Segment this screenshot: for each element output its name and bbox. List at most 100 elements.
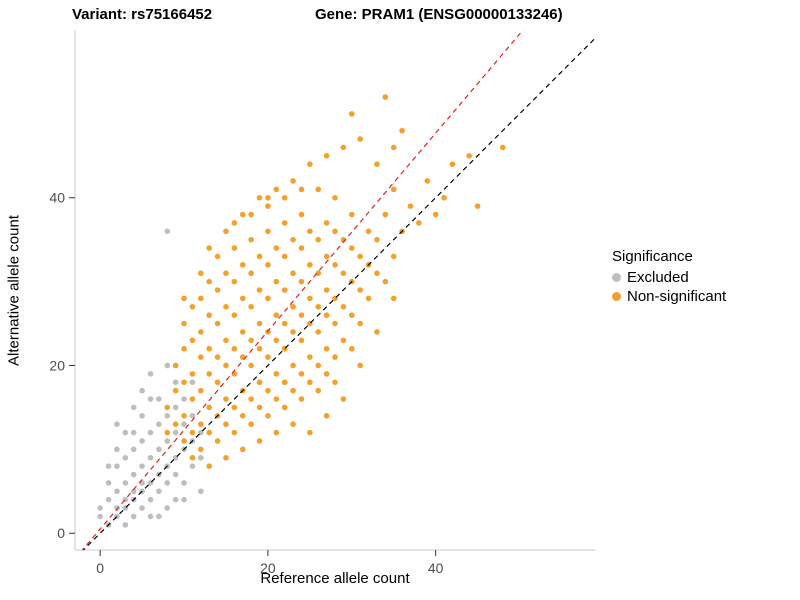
data-point[interactable] [164,505,171,511]
data-point[interactable] [290,329,296,335]
data-point[interactable] [298,186,305,193]
data-point[interactable] [382,278,389,285]
data-point[interactable] [323,371,330,377]
data-point[interactable] [382,94,389,100]
data-point[interactable] [281,194,288,201]
data-point[interactable] [323,253,330,260]
data-point[interactable] [256,438,263,444]
data-point[interactable] [156,488,162,495]
data-point[interactable] [256,379,263,386]
data-point[interactable] [273,371,280,377]
data-point[interactable] [332,379,338,386]
data-point[interactable] [231,220,238,226]
data-point[interactable] [332,354,338,360]
legend-item[interactable]: Excluded [612,269,726,286]
data-point[interactable] [281,404,288,411]
data-point[interactable] [122,480,129,486]
data-point[interactable] [281,379,288,386]
data-point[interactable] [114,421,120,427]
data-point[interactable] [214,379,221,386]
data-point[interactable] [307,379,313,386]
data-point[interactable] [139,438,145,444]
data-point[interactable] [248,421,254,427]
data-point[interactable] [390,295,397,302]
data-point[interactable] [198,454,204,461]
data-point[interactable] [97,513,103,520]
data-point[interactable] [231,371,238,377]
data-point[interactable] [298,245,305,251]
data-point[interactable] [206,429,212,436]
data-point[interactable] [214,438,221,444]
data-point[interactable] [172,379,179,386]
data-point[interactable] [357,320,363,327]
data-point[interactable] [189,463,196,469]
data-point[interactable] [189,396,196,402]
data-point[interactable] [130,429,137,436]
legend-item[interactable]: Non-significant [612,288,726,305]
data-point[interactable] [298,396,305,402]
data-point[interactable] [231,404,238,411]
data-point[interactable] [298,337,305,344]
data-point[interactable] [181,396,187,402]
data-point[interactable] [323,287,330,293]
data-point[interactable] [407,203,414,209]
data-point[interactable] [307,161,313,167]
data-point[interactable] [139,387,145,394]
data-point[interactable] [256,253,263,260]
data-point[interactable] [198,421,204,427]
data-point[interactable] [214,287,221,293]
data-point[interactable] [332,262,338,268]
data-point[interactable] [348,211,355,218]
data-point[interactable] [273,245,280,251]
data-point[interactable] [206,371,212,377]
data-point[interactable] [390,186,397,193]
data-point[interactable] [239,413,246,419]
data-point[interactable] [156,421,162,427]
data-point[interactable] [273,312,280,318]
data-point[interactable] [332,228,338,235]
data-point[interactable] [323,153,330,159]
data-point[interactable] [206,404,212,411]
data-point[interactable] [223,337,229,344]
data-point[interactable] [97,505,103,511]
data-point[interactable] [248,362,254,369]
data-point[interactable] [332,320,338,327]
data-point[interactable] [198,270,204,277]
data-point[interactable] [181,438,187,444]
data-point[interactable] [281,220,288,226]
data-point[interactable] [189,303,196,310]
data-point[interactable] [248,337,254,344]
data-point[interactable] [223,228,229,235]
data-point[interactable] [256,287,263,293]
data-point[interactable] [449,161,456,167]
data-point[interactable] [198,446,204,453]
data-point[interactable] [164,362,171,369]
data-point[interactable] [466,153,472,159]
data-point[interactable] [139,505,145,511]
data-point[interactable] [223,270,229,277]
data-point[interactable] [130,446,137,453]
data-point[interactable] [307,354,313,360]
data-point[interactable] [130,471,137,478]
data-point[interactable] [298,371,305,377]
data-point[interactable] [223,396,229,402]
data-point[interactable] [273,337,280,344]
data-point[interactable] [248,236,254,243]
data-point[interactable] [256,194,263,201]
data-point[interactable] [198,354,204,360]
data-point[interactable] [114,463,120,469]
data-point[interactable] [231,278,238,285]
data-point[interactable] [181,421,187,427]
data-point[interactable] [323,312,330,318]
data-point[interactable] [374,270,380,277]
data-point[interactable] [416,220,422,226]
data-point[interactable] [206,345,212,352]
data-point[interactable] [265,194,271,201]
data-point[interactable] [307,262,313,268]
data-point[interactable] [105,480,112,486]
data-point[interactable] [256,320,263,327]
data-point[interactable] [223,303,229,310]
data-point[interactable] [348,111,355,117]
data-point[interactable] [248,270,254,277]
data-point[interactable] [164,228,171,235]
